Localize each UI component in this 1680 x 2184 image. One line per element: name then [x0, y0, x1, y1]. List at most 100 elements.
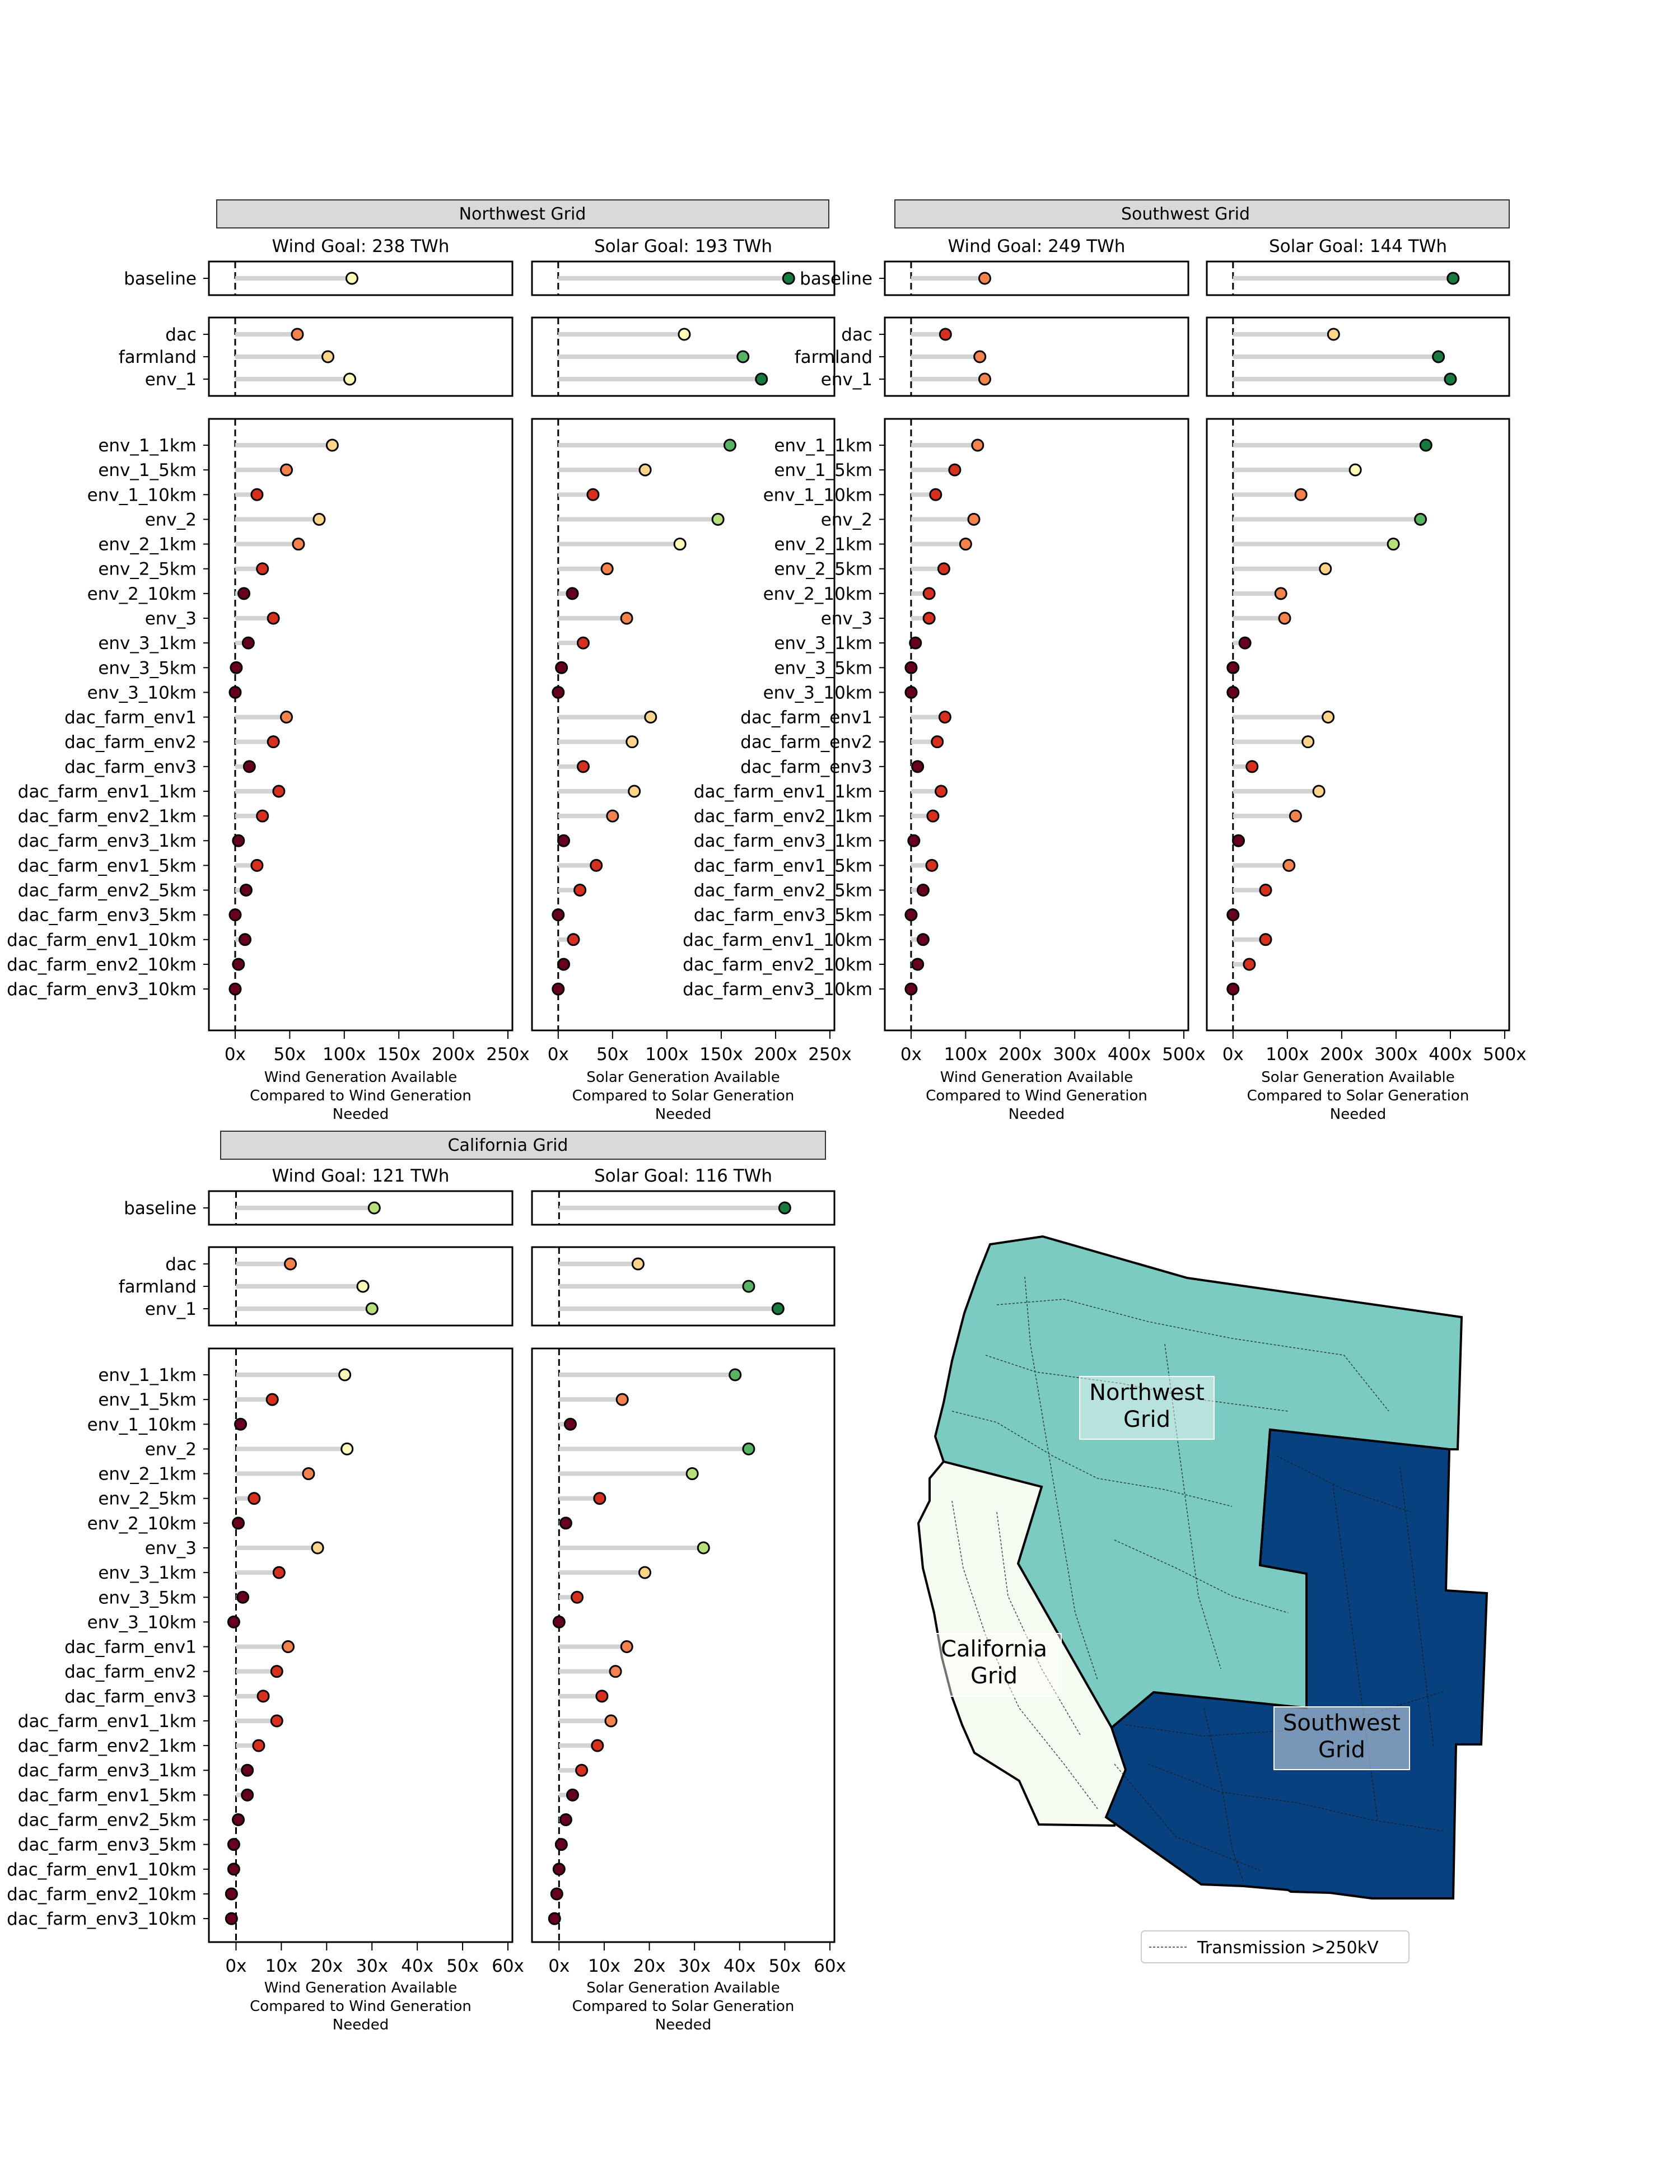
data-point	[778, 1201, 791, 1215]
panel-title: Wind Goal: 121 TWh	[272, 1166, 450, 1186]
data-point	[550, 1887, 563, 1901]
data-point	[586, 488, 600, 501]
data-point	[1414, 512, 1427, 526]
row-label: env_3_1km	[98, 633, 197, 654]
x-axis-label: Solar Generation Available Compared to So…	[1247, 1069, 1469, 1123]
region-header-southwest: Southwest Grid	[894, 199, 1510, 228]
x-tick-label: 0x	[548, 1956, 570, 1976]
data-point	[925, 858, 939, 872]
row-label: env_2	[145, 510, 197, 530]
data-point	[302, 1467, 315, 1481]
data-point	[321, 350, 335, 363]
row-label: dac_farm_env2	[740, 732, 872, 753]
row-label: dac_farm_env3_5km	[18, 906, 197, 926]
row-label: env_2_1km	[98, 535, 197, 555]
row-label: env_1_10km	[763, 485, 872, 505]
x-tick-label: 10x	[265, 1956, 297, 1976]
data-point	[922, 612, 936, 625]
data-point	[552, 685, 565, 699]
row-label: env_1	[821, 370, 872, 390]
data-point	[609, 1665, 622, 1678]
row-label: env_3	[821, 609, 872, 629]
data-point	[280, 711, 293, 724]
map-label-california: California Grid	[926, 1633, 1062, 1697]
data-point	[904, 661, 918, 674]
row-label: env_3_10km	[763, 683, 872, 703]
x-axis-label: Wind Generation Available Compared to Win…	[250, 1069, 472, 1123]
data-point	[604, 1714, 618, 1728]
x-axis-label: Solar Generation Available Compared to So…	[572, 1069, 795, 1123]
x-tick-label: 200x	[998, 1044, 1042, 1065]
data-point	[729, 1368, 742, 1382]
row-label: dac_farm_env1_5km	[18, 1785, 197, 1805]
data-point	[638, 1566, 651, 1579]
data-point	[291, 328, 304, 341]
data-point	[600, 562, 614, 576]
data-point	[678, 328, 691, 341]
data-point	[916, 933, 930, 946]
data-point	[931, 735, 944, 749]
row-label: env_2_1km	[774, 535, 872, 555]
chart-panel-3: Solar Goal: 144 TWh 0x 100x 200x 300x 400x 500…	[1206, 236, 1527, 1123]
data-point	[238, 933, 251, 946]
data-point	[590, 858, 603, 872]
data-point	[555, 661, 568, 674]
data-point	[232, 834, 245, 847]
data-point	[1259, 884, 1272, 897]
data-point	[548, 1912, 561, 1925]
data-point	[311, 1541, 324, 1555]
x-tick-label: 40x	[724, 1956, 756, 1976]
data-point	[911, 958, 925, 971]
data-point	[911, 760, 925, 773]
data-point	[978, 272, 991, 285]
row-label: dac_farm_env3_1km	[694, 831, 872, 851]
x-tick-label: 60x	[814, 1956, 846, 1976]
region-title-southwest: Southwest Grid	[1121, 204, 1250, 224]
data-point	[241, 1763, 254, 1777]
data-point	[325, 438, 339, 452]
data-point	[1259, 933, 1272, 946]
x-tick-label: 400x	[1429, 1044, 1472, 1065]
data-point	[782, 272, 795, 285]
x-tick-label: 60x	[492, 1956, 524, 1976]
row-label: env_2_5km	[98, 559, 197, 580]
x-tick-label: 30x	[678, 1956, 711, 1976]
data-point	[234, 1417, 248, 1431]
data-point	[250, 858, 264, 872]
data-point	[1301, 735, 1315, 749]
map-label-southwest: Southwest Grid	[1273, 1706, 1410, 1770]
x-tick-label: 0x	[225, 1044, 246, 1065]
data-point	[267, 612, 280, 625]
data-point	[563, 1417, 577, 1431]
x-tick-label: 20x	[310, 1956, 343, 1976]
panel-frame	[884, 418, 1189, 1032]
data-point	[937, 562, 950, 576]
data-point	[1274, 587, 1287, 600]
data-point	[237, 587, 251, 600]
data-point	[971, 438, 984, 452]
map-region-california	[917, 1460, 1127, 1827]
row-label: dac_farm_env1_10km	[7, 930, 197, 950]
data-point	[256, 809, 269, 823]
chart-panel-4: Wind Goal: 121 TWhbaselinedacfarmlandenv…	[7, 1166, 524, 2033]
data-point	[284, 1257, 297, 1271]
row-label: env_2_5km	[774, 559, 872, 580]
data-point	[935, 785, 948, 798]
data-point	[1278, 612, 1291, 625]
row-label: dac_farm_env2_5km	[694, 881, 872, 901]
row-label: dac_farm_env3_1km	[18, 1761, 197, 1781]
data-point	[967, 512, 981, 526]
data-point	[571, 1590, 584, 1604]
data-point	[338, 1368, 352, 1382]
row-label: env_3	[145, 1538, 197, 1558]
data-point	[922, 587, 936, 600]
x-tick-label: 100x	[944, 1044, 988, 1065]
data-point	[742, 1442, 755, 1455]
chart-panel-5: Solar Goal: 116 TWh 0x 10x 20x 30x 40x 50x 60x S…	[531, 1166, 846, 2033]
x-tick-label: 40x	[401, 1956, 433, 1976]
x-tick-label: 30x	[356, 1956, 388, 1976]
data-point	[926, 809, 940, 823]
data-point	[904, 908, 918, 922]
data-point	[239, 884, 253, 897]
data-point	[1312, 785, 1326, 798]
